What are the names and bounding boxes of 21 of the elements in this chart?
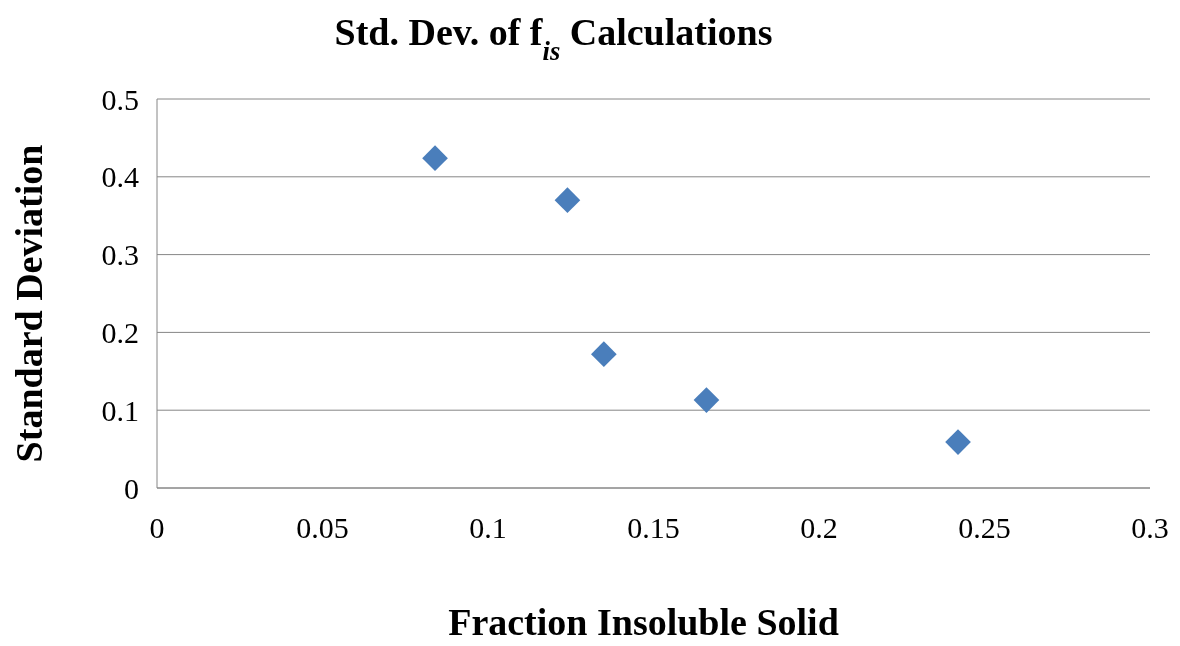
x-tick-label: 0.15 bbox=[627, 511, 680, 544]
y-tick-label: 0.4 bbox=[101, 160, 139, 194]
x-tick-label: 0 bbox=[149, 511, 165, 544]
point bbox=[693, 387, 720, 413]
x-axis-title: Fraction Insoluble Solid bbox=[448, 601, 839, 643]
y-tick-label: 0.2 bbox=[101, 315, 139, 349]
point bbox=[591, 341, 617, 368]
y-tick-label: 0.1 bbox=[101, 393, 139, 427]
chart-title: Std. Dev. of f$_{is}$ Calculations bbox=[334, 11, 773, 66]
x-tick-label: 0.1 bbox=[469, 511, 507, 544]
x-tick-label: 0.3 bbox=[1131, 511, 1169, 544]
point bbox=[945, 429, 971, 455]
x-tick-label: 0.2 bbox=[800, 511, 838, 544]
x-tick-label: 0.25 bbox=[958, 511, 1011, 544]
point bbox=[422, 145, 448, 171]
x-tick-label: 0.05 bbox=[296, 511, 349, 544]
point bbox=[554, 187, 581, 213]
y-tick-label: 0.3 bbox=[101, 238, 139, 272]
y-axis-title: Standard Deviation bbox=[8, 144, 50, 463]
y-tick-label: 0 bbox=[124, 471, 139, 505]
y-tick-label: 0.5 bbox=[101, 82, 139, 116]
